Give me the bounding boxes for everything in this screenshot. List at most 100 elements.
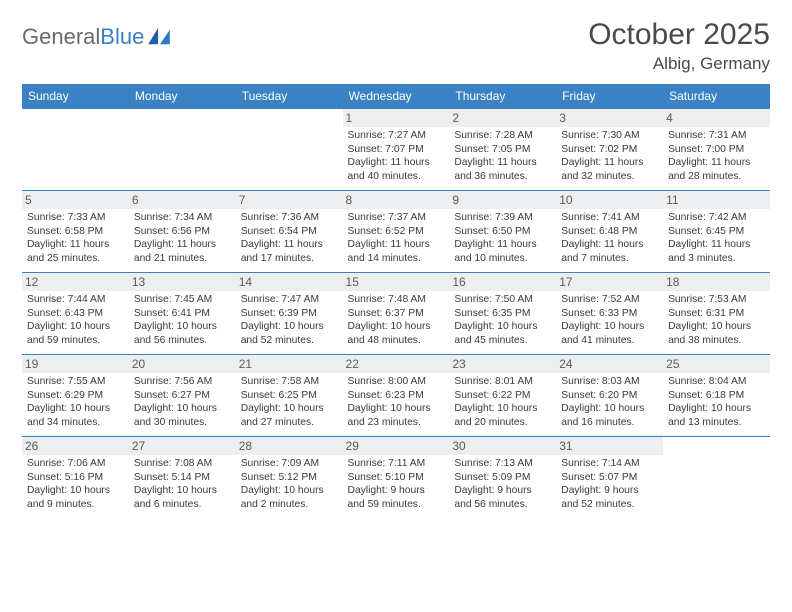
day-info: Sunrise: 8:03 AMSunset: 6:20 PMDaylight:… bbox=[561, 375, 658, 429]
day-info: Sunrise: 7:56 AMSunset: 6:27 PMDaylight:… bbox=[134, 375, 231, 429]
day-header-row: SundayMondayTuesdayWednesdayThursdayFrid… bbox=[22, 84, 770, 109]
week-row: 1Sunrise: 7:27 AMSunset: 7:07 PMDaylight… bbox=[22, 109, 770, 191]
day-info: Sunrise: 7:53 AMSunset: 6:31 PMDaylight:… bbox=[668, 293, 765, 347]
logo-text-general: General bbox=[22, 24, 100, 49]
day-number: 4 bbox=[663, 109, 770, 127]
calendar-page: GeneralBlue October 2025 Albig, Germany … bbox=[0, 0, 792, 519]
day-number: 9 bbox=[449, 191, 556, 209]
day-number: 6 bbox=[129, 191, 236, 209]
day-number: 24 bbox=[556, 355, 663, 373]
day-number: 11 bbox=[663, 191, 770, 209]
day-cell: 16 Sunrise: 7:50 AMSunset: 6:35 PMDayligh… bbox=[449, 273, 556, 355]
day-info: Sunrise: 7:30 AMSunset: 7:02 PMDaylight:… bbox=[561, 129, 658, 183]
logo: GeneralBlue bbox=[22, 18, 170, 50]
day-header: Tuesday bbox=[236, 84, 343, 109]
day-info: Sunrise: 8:00 AMSunset: 6:23 PMDaylight:… bbox=[348, 375, 445, 429]
day-cell: 10Sunrise: 7:41 AMSunset: 6:48 PMDayligh… bbox=[556, 191, 663, 273]
day-cell: 30 Sunrise: 7:13 AMSunset: 5:09 PMDayligh… bbox=[449, 437, 556, 519]
day-info: Sunrise: 7:36 AMSunset: 6:54 PMDaylight:… bbox=[241, 211, 338, 265]
day-cell: 11 Sunrise: 7:42 AMSunset: 6:45 PMDayligh… bbox=[663, 191, 770, 273]
day-info: Sunrise: 7:06 AMSunset: 5:16 PMDaylight:… bbox=[27, 457, 124, 511]
day-info: Sunrise: 7:52 AMSunset: 6:33 PMDaylight:… bbox=[561, 293, 658, 347]
week-row: 5 Sunrise: 7:33 AMSunset: 6:58 PMDaylight… bbox=[22, 191, 770, 273]
day-header: Sunday bbox=[22, 84, 129, 109]
day-cell: 21Sunrise: 7:58 AMSunset: 6:25 PMDayligh… bbox=[236, 355, 343, 437]
day-number: 16 bbox=[449, 273, 556, 291]
day-cell: 20 Sunrise: 7:56 AMSunset: 6:27 PMDayligh… bbox=[129, 355, 236, 437]
day-info: Sunrise: 7:08 AMSunset: 5:14 PMDaylight:… bbox=[134, 457, 231, 511]
day-header: Wednesday bbox=[343, 84, 450, 109]
day-info: Sunrise: 7:50 AMSunset: 6:35 PMDaylight:… bbox=[454, 293, 551, 347]
day-info: Sunrise: 7:42 AMSunset: 6:45 PMDaylight:… bbox=[668, 211, 765, 265]
logo-sail-icon bbox=[148, 28, 170, 46]
empty-cell bbox=[236, 109, 343, 191]
day-number: 20 bbox=[129, 355, 236, 373]
day-cell: 29 Sunrise: 7:11 AMSunset: 5:10 PMDayligh… bbox=[343, 437, 450, 519]
day-cell: 14Sunrise: 7:47 AMSunset: 6:39 PMDayligh… bbox=[236, 273, 343, 355]
day-number: 19 bbox=[22, 355, 129, 373]
day-header: Thursday bbox=[449, 84, 556, 109]
day-cell: 28Sunrise: 7:09 AMSunset: 5:12 PMDayligh… bbox=[236, 437, 343, 519]
day-cell: 25 Sunrise: 8:04 AMSunset: 6:18 PMDayligh… bbox=[663, 355, 770, 437]
day-number: 23 bbox=[449, 355, 556, 373]
day-cell: 18Sunrise: 7:53 AMSunset: 6:31 PMDayligh… bbox=[663, 273, 770, 355]
week-row: 19 Sunrise: 7:55 AMSunset: 6:29 PMDayligh… bbox=[22, 355, 770, 437]
day-header: Saturday bbox=[663, 84, 770, 109]
day-cell: 24 Sunrise: 8:03 AMSunset: 6:20 PMDayligh… bbox=[556, 355, 663, 437]
empty-cell bbox=[663, 437, 770, 519]
day-cell: 3Sunrise: 7:30 AMSunset: 7:02 PMDaylight… bbox=[556, 109, 663, 191]
day-info: Sunrise: 7:28 AMSunset: 7:05 PMDaylight:… bbox=[454, 129, 551, 183]
day-number: 29 bbox=[343, 437, 450, 455]
day-cell: 17 Sunrise: 7:52 AMSunset: 6:33 PMDayligh… bbox=[556, 273, 663, 355]
day-number: 7 bbox=[236, 191, 343, 209]
day-cell: 19 Sunrise: 7:55 AMSunset: 6:29 PMDayligh… bbox=[22, 355, 129, 437]
day-number: 25 bbox=[663, 355, 770, 373]
day-cell: 27 Sunrise: 7:08 AMSunset: 5:14 PMDayligh… bbox=[129, 437, 236, 519]
day-cell: 23 Sunrise: 8:01 AMSunset: 6:22 PMDayligh… bbox=[449, 355, 556, 437]
week-row: 12Sunrise: 7:44 AMSunset: 6:43 PMDayligh… bbox=[22, 273, 770, 355]
day-cell: 15 Sunrise: 7:48 AMSunset: 6:37 PMDayligh… bbox=[343, 273, 450, 355]
day-number: 17 bbox=[556, 273, 663, 291]
day-info: Sunrise: 7:45 AMSunset: 6:41 PMDaylight:… bbox=[134, 293, 231, 347]
day-number: 27 bbox=[129, 437, 236, 455]
day-info: Sunrise: 8:01 AMSunset: 6:22 PMDaylight:… bbox=[454, 375, 551, 429]
day-number: 26 bbox=[22, 437, 129, 455]
day-number: 13 bbox=[129, 273, 236, 291]
day-info: Sunrise: 7:34 AMSunset: 6:56 PMDaylight:… bbox=[134, 211, 231, 265]
day-cell: 22 Sunrise: 8:00 AMSunset: 6:23 PMDayligh… bbox=[343, 355, 450, 437]
day-cell: 13 Sunrise: 7:45 AMSunset: 6:41 PMDayligh… bbox=[129, 273, 236, 355]
day-header: Monday bbox=[129, 84, 236, 109]
day-info: Sunrise: 7:48 AMSunset: 6:37 PMDaylight:… bbox=[348, 293, 445, 347]
day-info: Sunrise: 8:04 AMSunset: 6:18 PMDaylight:… bbox=[668, 375, 765, 429]
day-cell: 6 Sunrise: 7:34 AMSunset: 6:56 PMDaylight… bbox=[129, 191, 236, 273]
day-header: Friday bbox=[556, 84, 663, 109]
day-cell: 1Sunrise: 7:27 AMSunset: 7:07 PMDaylight… bbox=[343, 109, 450, 191]
day-number: 15 bbox=[343, 273, 450, 291]
title-block: October 2025 Albig, Germany bbox=[588, 18, 770, 74]
day-cell: 8 Sunrise: 7:37 AMSunset: 6:52 PMDaylight… bbox=[343, 191, 450, 273]
day-cell: 7 Sunrise: 7:36 AMSunset: 6:54 PMDaylight… bbox=[236, 191, 343, 273]
day-number: 30 bbox=[449, 437, 556, 455]
day-info: Sunrise: 7:11 AMSunset: 5:10 PMDaylight:… bbox=[348, 457, 445, 511]
day-number: 5 bbox=[22, 191, 129, 209]
day-info: Sunrise: 7:55 AMSunset: 6:29 PMDaylight:… bbox=[27, 375, 124, 429]
calendar-body: 1Sunrise: 7:27 AMSunset: 7:07 PMDaylight… bbox=[22, 109, 770, 519]
day-cell: 4 Sunrise: 7:31 AMSunset: 7:00 PMDaylight… bbox=[663, 109, 770, 191]
month-title: October 2025 bbox=[588, 18, 770, 52]
day-info: Sunrise: 7:31 AMSunset: 7:00 PMDaylight:… bbox=[668, 129, 765, 183]
day-info: Sunrise: 7:14 AMSunset: 5:07 PMDaylight:… bbox=[561, 457, 658, 511]
day-number: 14 bbox=[236, 273, 343, 291]
day-number: 28 bbox=[236, 437, 343, 455]
day-info: Sunrise: 7:33 AMSunset: 6:58 PMDaylight:… bbox=[27, 211, 124, 265]
empty-cell bbox=[129, 109, 236, 191]
day-cell: 26 Sunrise: 7:06 AMSunset: 5:16 PMDayligh… bbox=[22, 437, 129, 519]
header: GeneralBlue October 2025 Albig, Germany bbox=[22, 18, 770, 74]
day-info: Sunrise: 7:58 AMSunset: 6:25 PMDaylight:… bbox=[241, 375, 338, 429]
empty-cell bbox=[22, 109, 129, 191]
day-number: 8 bbox=[343, 191, 450, 209]
day-number: 12 bbox=[22, 273, 129, 291]
day-cell: 2Sunrise: 7:28 AMSunset: 7:05 PMDaylight… bbox=[449, 109, 556, 191]
day-info: Sunrise: 7:13 AMSunset: 5:09 PMDaylight:… bbox=[454, 457, 551, 511]
day-number: 22 bbox=[343, 355, 450, 373]
day-info: Sunrise: 7:37 AMSunset: 6:52 PMDaylight:… bbox=[348, 211, 445, 265]
